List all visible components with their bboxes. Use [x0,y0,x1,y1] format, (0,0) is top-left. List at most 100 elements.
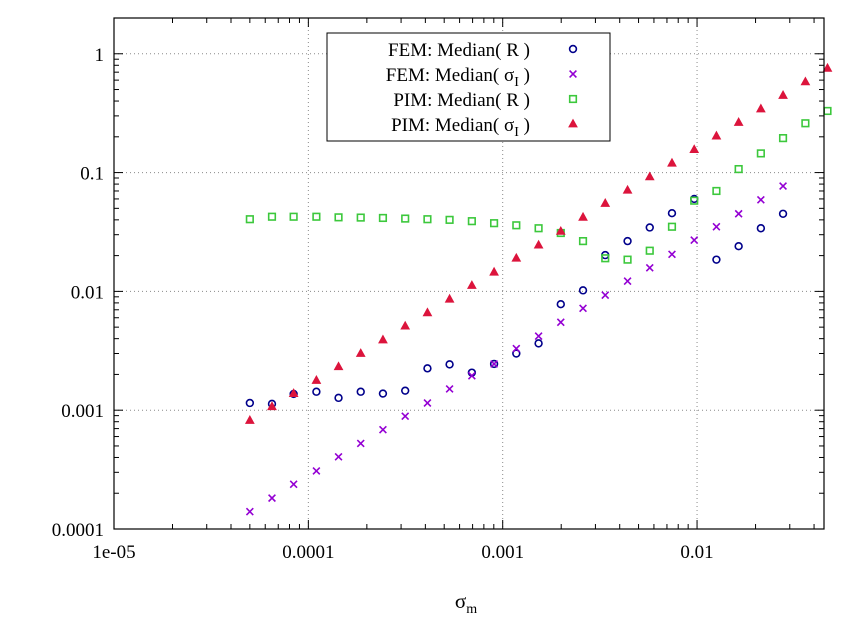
data-point [756,149,765,158]
data-point [734,209,743,218]
legend-marker [568,44,578,54]
data-point [401,412,410,421]
data-point [467,217,476,226]
data-point [534,224,543,233]
data-point [712,186,721,196]
data-point [512,349,521,358]
data-point [756,195,765,204]
data-point [600,197,611,207]
data-point [645,246,654,255]
data-point [734,242,743,251]
legend-box [326,32,611,142]
data-point [668,250,676,259]
data-point [755,103,766,113]
data-point [556,318,565,327]
legend-label: FEM: Median( R ) [388,40,530,61]
data-point [711,130,722,140]
data-point [401,214,410,223]
data-point [778,134,788,143]
data-point [823,106,832,116]
data-point [490,359,499,368]
data-point [356,439,365,448]
data-point [445,384,454,393]
y-tick-label: 0.0001 [52,520,104,541]
data-point [378,334,388,344]
data-point [312,387,321,396]
data-point [423,364,432,373]
legend-label: PIM: Median( σI ) [391,115,530,140]
data-point [800,76,811,86]
data-point [734,164,743,174]
data-point [578,236,588,246]
data-point [268,494,276,503]
legend-label: PIM: Median( R ) [393,90,530,111]
data-point [489,219,499,228]
data-point [400,320,411,330]
data-point [289,480,298,489]
data-point [489,359,499,369]
y-tick-label: 0.1 [80,164,104,185]
data-point [644,171,655,181]
data-point [334,452,343,461]
data-point [579,304,587,313]
x-tick-label: 1e-05 [92,542,135,563]
data-point [466,280,477,289]
data-point [645,263,654,272]
y-tick-label: 0.001 [61,401,104,422]
data-point [512,221,521,230]
x-axis-label: σm [455,589,477,617]
data-point [556,300,565,309]
legend-marker [569,70,577,78]
data-point [400,386,410,395]
data-point [444,293,455,303]
data-point [245,507,254,516]
data-point [667,157,677,167]
data-point [512,344,521,353]
data-point [445,360,454,369]
y-tick-label: 0.01 [71,282,104,303]
data-point [312,212,321,221]
data-point [489,266,499,276]
data-point [244,415,255,424]
data-point [334,393,343,403]
x-tick-label: 0.01 [680,542,713,563]
data-point [533,239,544,249]
y-tick-labels: 0.0001 0.001 0.01 0.1 1 [52,45,104,541]
x-tick-label: 0.0001 [282,542,334,563]
data-point [245,398,255,408]
data-point [733,117,744,126]
data-point [690,196,699,205]
data-point [311,375,322,384]
data-point [712,222,721,231]
data-point [378,389,388,398]
data-point [623,255,632,264]
series-4 [244,62,833,424]
legend-label: FEM: Median( σI ) [386,65,530,90]
y-tick-label: 1 [95,45,105,66]
data-point [378,425,387,434]
data-point [422,307,433,317]
data-point [467,371,476,380]
data-point [801,119,810,128]
data-point [356,387,365,396]
data-point [578,211,588,221]
data-point [822,62,833,72]
data-point [245,215,254,224]
data-point [623,277,632,286]
x-tick-label: 0.001 [481,542,524,563]
data-point [667,222,677,231]
data-points [244,62,833,516]
data-point [534,332,543,341]
legend-marker [568,118,578,128]
data-point [312,466,321,475]
legend: FEM: Median( R )FEM: Median( σI )PIM: Me… [326,32,611,142]
data-point [534,339,543,348]
data-point [334,213,343,222]
data-point [756,224,766,233]
data-point [689,144,700,154]
data-point [333,361,344,371]
data-point [555,225,566,235]
data-point [288,388,299,397]
data-point [667,209,677,218]
data-point [623,236,632,246]
